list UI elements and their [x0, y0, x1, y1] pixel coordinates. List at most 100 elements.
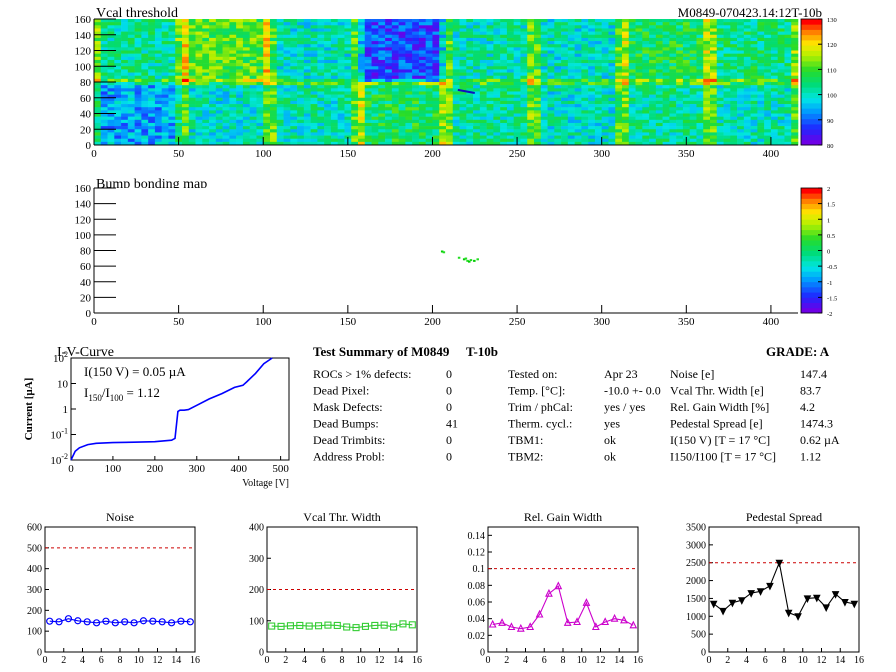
- vcal-threshold-pixel: [486, 97, 494, 102]
- vcal-threshold-pixel: [608, 104, 616, 108]
- vcal-threshold-pixel: [303, 19, 311, 23]
- vcal-threshold-pixel: [635, 31, 643, 36]
- vcal-threshold-pixel: [486, 63, 494, 67]
- vcal-threshold-pixel: [750, 66, 758, 70]
- vcal-threshold-pixel: [168, 59, 176, 64]
- vcal-threshold-pixel: [676, 56, 684, 61]
- vcal-threshold-pixel: [662, 44, 670, 48]
- vcal-threshold-pixel: [669, 110, 677, 114]
- vcal-threshold-pixel: [655, 37, 663, 42]
- vcal-threshold-pixel: [554, 66, 562, 70]
- vcal-threshold-pixel: [622, 119, 630, 124]
- vcal-threshold-pixel: [249, 110, 257, 114]
- iv-y-axis-label: Current [µA]: [23, 378, 35, 441]
- vcal-threshold-pixel: [628, 138, 636, 143]
- vcal-threshold-pixel: [730, 104, 738, 108]
- vcal-threshold-pixel: [567, 28, 575, 32]
- vcal-threshold-pixel: [628, 85, 636, 89]
- vcal-threshold-pixel: [425, 69, 433, 73]
- vcal-threshold-pixel: [649, 19, 657, 23]
- vcal-threshold-x-tick-label: 0: [91, 148, 97, 160]
- vcal-threshold-pixel: [716, 94, 724, 99]
- vcal-threshold-pixel: [534, 37, 542, 42]
- vcal-threshold-pixel: [439, 122, 447, 127]
- vcal-threshold-pixel: [385, 50, 393, 54]
- vcal-threshold-pixel: [473, 53, 481, 58]
- vcal-threshold-pixel: [154, 138, 162, 143]
- vcal-threshold-pixel: [439, 129, 447, 133]
- vcal-threshold-pixel: [561, 107, 569, 111]
- vcal-threshold-pixel: [635, 56, 643, 61]
- vcal-threshold-pixel: [100, 44, 108, 48]
- vcal-threshold-pixel: [493, 56, 501, 61]
- vcal-threshold-pixel: [737, 85, 745, 89]
- vcal-threshold-pixel: [506, 28, 514, 32]
- vcal-threshold-pixel: [628, 110, 636, 114]
- vcal-threshold-pixel: [642, 19, 650, 23]
- vcal-threshold-pixel: [567, 63, 575, 67]
- vcal-threshold-pixel: [750, 116, 758, 121]
- noise-y-tick-label: 0: [37, 648, 42, 659]
- vcal-threshold-pixel: [209, 72, 217, 76]
- vcal-threshold-pixel: [486, 129, 494, 133]
- vcal-threshold-pixel: [682, 59, 690, 64]
- vcal-threshold-pixel: [364, 97, 372, 102]
- vcal-threshold-pixel: [121, 56, 129, 61]
- vcal-threshold-pixel: [459, 104, 467, 108]
- bump-bonding-defect-pixel: [469, 259, 473, 262]
- vcal-threshold-pixel: [100, 75, 108, 80]
- vcal-threshold-pixel: [412, 88, 420, 92]
- vcal-threshold-pixel: [784, 66, 792, 70]
- vcal-threshold-pixel: [770, 94, 778, 99]
- vcal-threshold-pixel: [114, 104, 122, 108]
- vcal-threshold-pixel: [493, 37, 501, 42]
- vcal-threshold-pixel-texture: [94, 19, 799, 146]
- vcal-threshold-pixel: [662, 72, 670, 76]
- vcal-threshold-pixel: [534, 34, 542, 39]
- vcal-threshold-pixel: [242, 78, 250, 83]
- vcal-threshold-pixel: [682, 119, 690, 124]
- vcal-threshold-pixel: [703, 85, 711, 89]
- vcal-threshold-pixel: [134, 59, 142, 64]
- vcal-threshold-pixel: [405, 94, 413, 99]
- vcal-threshold-pixel: [723, 110, 731, 114]
- vcal-threshold-pixel: [655, 82, 663, 86]
- vcal-threshold-pixel: [418, 119, 426, 124]
- vcal-threshold-pixel: [479, 44, 487, 48]
- noise-point: [158, 618, 166, 626]
- vcal-threshold-pixel: [317, 135, 325, 139]
- vcal-threshold-pixel: [100, 88, 108, 92]
- vcal-threshold-pixel: [188, 104, 196, 108]
- vcal-threshold-pixel: [615, 126, 623, 130]
- vcal-threshold-pixel: [594, 116, 602, 121]
- vcal-threshold-pixel: [385, 75, 393, 80]
- vcal-threshold-pixel: [121, 91, 129, 95]
- vcal-threshold-pixel: [107, 25, 115, 29]
- vcal-threshold-pixel: [317, 94, 325, 99]
- vcal-threshold-pixel: [337, 82, 345, 86]
- vcal-threshold-pixel: [635, 85, 643, 89]
- vcal-threshold-pixel: [689, 122, 697, 127]
- vcal-threshold-pixel: [229, 94, 237, 99]
- vcal-threshold-pixel: [378, 122, 386, 127]
- vcal-threshold-pixel: [561, 56, 569, 61]
- vcal-threshold-pixel: [466, 56, 474, 61]
- bump-bonding-y-tick-label: 80: [80, 246, 92, 258]
- vcal-threshold-pixel: [459, 100, 467, 105]
- vcal-threshold-pixel: [398, 44, 406, 48]
- vcal-threshold-pixel: [520, 97, 528, 102]
- gain-width-point: [563, 618, 572, 626]
- vcal-threshold-pixel: [689, 56, 697, 61]
- vcal-threshold-pixel: [493, 116, 501, 121]
- vcal-threshold-pixel: [466, 100, 474, 105]
- vcal-threshold-pixel: [385, 113, 393, 117]
- vcal-threshold-pixel: [303, 28, 311, 32]
- vcal-threshold-pixel: [784, 47, 792, 51]
- vcal-threshold-pixel: [398, 116, 406, 121]
- vcal-threshold-pixel: [351, 53, 359, 58]
- vcal-threshold-pixel: [601, 41, 609, 45]
- vcal-threshold-pixel: [242, 116, 250, 121]
- vcal-threshold-pixel: [466, 63, 474, 67]
- vcal-threshold-pixel: [154, 25, 162, 29]
- vcal-threshold-pixel: [385, 34, 393, 39]
